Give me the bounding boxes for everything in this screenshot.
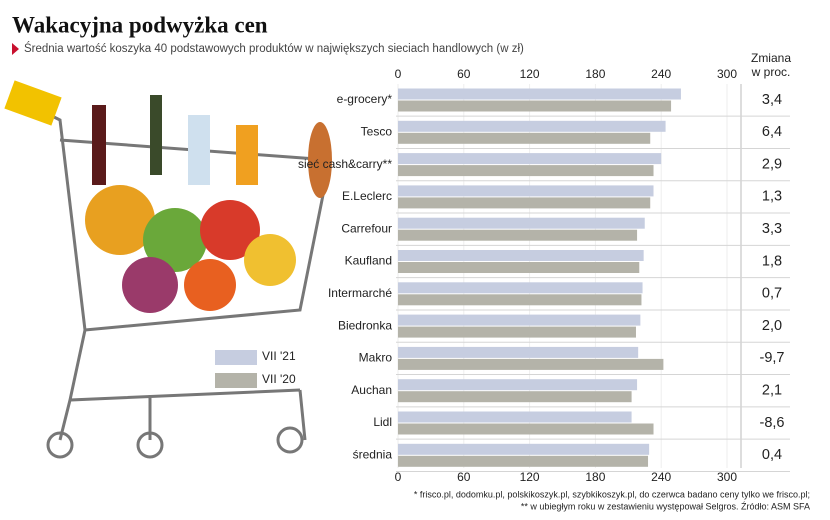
- bar: [398, 379, 638, 391]
- y-tick-label: Auchan: [351, 383, 392, 397]
- change-label: -9,7: [760, 350, 785, 366]
- bar: [398, 423, 654, 435]
- bar: [398, 197, 651, 209]
- bar: [398, 262, 640, 273]
- y-tick-label: Biedronka: [338, 318, 392, 332]
- bar: [398, 282, 643, 294]
- y-tick-label: sieć cash&carry**: [298, 157, 392, 171]
- y-tick-label: Tesco: [361, 124, 393, 138]
- legend-label: VII '20: [262, 372, 296, 386]
- change-label: 3,4: [762, 92, 782, 108]
- cart-illustration: [4, 80, 332, 459]
- change-label: 2,0: [762, 318, 782, 334]
- bar: [398, 185, 654, 197]
- change-label: 6,4: [762, 124, 782, 140]
- bar: [398, 411, 632, 423]
- y-tick-label: średnia: [353, 447, 393, 461]
- bar: [398, 153, 662, 165]
- bar: [398, 100, 672, 112]
- bar: [398, 294, 642, 306]
- change-header: w proc.: [751, 65, 791, 79]
- x-tick-label: 0: [395, 470, 402, 484]
- change-header: Zmiana: [751, 51, 791, 65]
- y-tick-label: Carrefour: [341, 221, 392, 235]
- x-tick-label: 60: [457, 470, 471, 484]
- legend-swatch: [215, 373, 257, 388]
- change-label: 2,1: [762, 383, 782, 399]
- bar: [398, 229, 638, 241]
- x-tick-label: 120: [520, 67, 540, 81]
- bar: [398, 132, 651, 144]
- bar: [398, 346, 639, 358]
- y-tick-label: Intermarché: [328, 286, 392, 300]
- x-tick-label: 240: [651, 470, 671, 484]
- x-tick-label: 60: [457, 67, 471, 81]
- bar: [398, 120, 666, 132]
- x-tick-label: 300: [717, 470, 737, 484]
- footnote: * frisco.pl, dodomku.pl, polskikoszyk.pl…: [414, 489, 810, 499]
- bar: [398, 217, 645, 229]
- change-label: 1,3: [762, 189, 782, 205]
- change-label: -8,6: [760, 415, 785, 431]
- x-tick-label: 300: [717, 67, 737, 81]
- bar: [398, 326, 636, 338]
- change-label: 0,7: [762, 286, 782, 302]
- chart-subtitle: Średnia wartość koszyka 40 podstawowych …: [24, 42, 524, 55]
- bar: [398, 314, 641, 326]
- y-tick-label: E.Leclerc: [342, 189, 392, 203]
- y-tick-label: Lidl: [373, 415, 392, 429]
- y-tick-label: Makro: [359, 351, 393, 365]
- x-tick-label: 240: [651, 67, 671, 81]
- x-tick-label: 180: [585, 67, 605, 81]
- x-tick-label: 0: [395, 67, 402, 81]
- legend-label: VII '21: [262, 349, 296, 363]
- change-label: 2,9: [762, 156, 782, 172]
- bar: [398, 250, 644, 261]
- bar: [398, 165, 654, 177]
- x-tick-label: 120: [520, 470, 540, 484]
- footnote: ** w ubiegłym roku w zestawieniu występo…: [521, 501, 810, 511]
- bar: [398, 358, 664, 370]
- y-tick-label: e-grocery*: [337, 92, 393, 106]
- legend-swatch: [215, 350, 257, 365]
- x-tick-label: 180: [585, 470, 605, 484]
- bar: [398, 88, 681, 100]
- produce: [85, 95, 332, 313]
- change-label: 1,8: [762, 253, 782, 269]
- y-tick-label: Kaufland: [345, 254, 392, 268]
- chart-title: Wakacyjna podwyżka cen: [12, 12, 268, 37]
- bar: [398, 391, 632, 403]
- bar: [398, 443, 650, 455]
- subtitle-marker: [12, 43, 19, 55]
- bar: [398, 455, 649, 467]
- change-label: 0,4: [762, 447, 782, 463]
- change-label: 3,3: [762, 221, 782, 237]
